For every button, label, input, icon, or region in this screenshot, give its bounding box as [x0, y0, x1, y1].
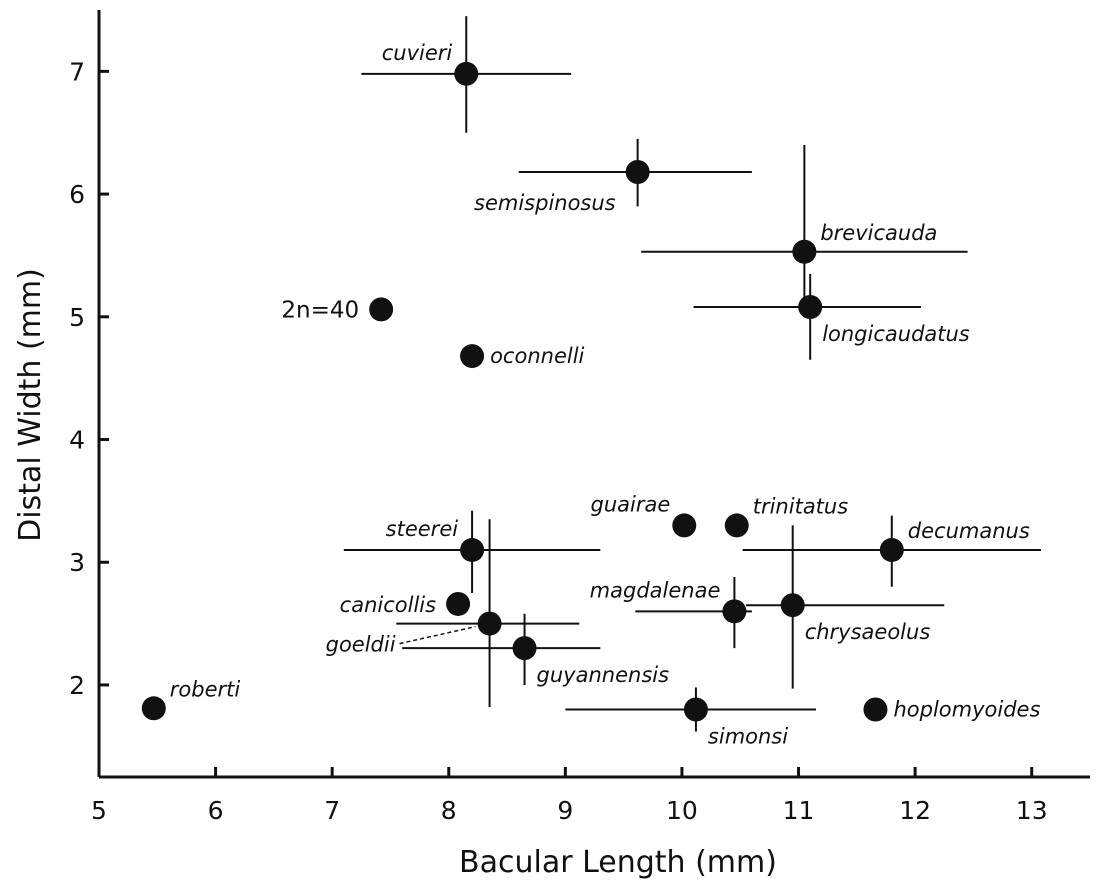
- data-point: [454, 61, 479, 86]
- point-label: cuvieri: [382, 41, 453, 65]
- point-labels: cuvieri semispinosus brevicauda longicaudat…: [170, 41, 1041, 749]
- point-label: chrysaeolus: [805, 620, 931, 644]
- point-label: steerei: [386, 517, 459, 541]
- data-point: [141, 696, 166, 721]
- data-point: [798, 294, 823, 319]
- data-point: [512, 636, 537, 661]
- point-label: simonsi: [708, 725, 788, 749]
- x-tick-label: 6: [208, 796, 224, 825]
- point-label: guyannensis: [537, 663, 670, 687]
- data-point: [683, 697, 708, 722]
- point-label: roberti: [170, 677, 241, 701]
- data-point: [625, 159, 650, 184]
- data-point: [792, 239, 817, 264]
- x-tick-label: 5: [91, 796, 107, 825]
- data-point: [722, 599, 747, 624]
- point-label: decumanus: [908, 519, 1030, 543]
- point-label: trinitatus: [753, 494, 848, 518]
- data-point: [369, 297, 394, 322]
- point-label: semispinosus: [474, 191, 616, 215]
- data-point: [477, 611, 502, 636]
- data-point: [672, 513, 697, 538]
- y-tick-label: 4: [69, 426, 85, 455]
- x-tick-label: 11: [783, 796, 815, 825]
- y-tick-label: 2: [69, 671, 85, 700]
- label-leader-line: [399, 625, 476, 645]
- data-point: [780, 593, 805, 618]
- data-point: [863, 697, 888, 722]
- x-tick-label: 8: [441, 796, 457, 825]
- x-tick-label: 12: [899, 796, 931, 825]
- x-axis-title: Bacular Length (mm): [459, 845, 777, 880]
- point-label: guairae: [591, 492, 671, 516]
- point-label: canicollis: [340, 593, 436, 617]
- data-point: [460, 537, 485, 562]
- x-tick-label: 10: [666, 796, 698, 825]
- point-label: 2n=40: [281, 297, 359, 323]
- point-label: goeldii: [326, 633, 396, 657]
- data-point: [460, 344, 485, 369]
- y-tick-label: 3: [69, 548, 85, 577]
- data-point: [724, 513, 749, 538]
- x-tick-label: 7: [324, 796, 340, 825]
- y-axis-title: Distal Width (mm): [13, 268, 48, 542]
- axes: 5 6 7 8 9 10 11 12 13 2 3 4 5 6 7: [69, 10, 1090, 825]
- error-bars: [343, 16, 1042, 732]
- point-label: brevicauda: [820, 221, 937, 245]
- point-label: oconnelli: [490, 344, 584, 368]
- point-label: longicaudatus: [822, 322, 970, 346]
- data-point: [446, 591, 471, 616]
- y-tick-label: 7: [69, 57, 85, 86]
- point-label: magdalenae: [590, 578, 721, 602]
- y-tick-label: 5: [69, 303, 85, 332]
- point-label: hoplomyoides: [893, 698, 1040, 722]
- data-point: [879, 537, 904, 562]
- x-tick-label: 13: [1016, 796, 1048, 825]
- y-tick-label: 6: [69, 180, 85, 209]
- data-points: [141, 61, 904, 722]
- x-tick-label: 9: [557, 796, 573, 825]
